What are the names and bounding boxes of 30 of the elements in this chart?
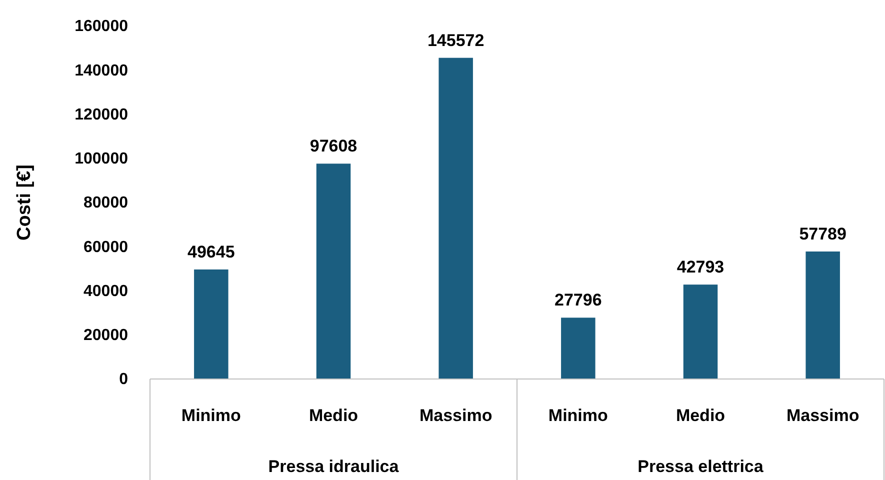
- y-tick-label: 20000: [84, 326, 128, 344]
- y-tick-label: 0: [119, 371, 128, 388]
- x-tick-label: Massimo: [786, 406, 860, 425]
- text: Pressa idraulica: [268, 457, 400, 476]
- x-tick-label: Minimo: [181, 406, 241, 425]
- bar: [806, 252, 840, 379]
- bar: [438, 58, 473, 379]
- y-tick-label: 80000: [84, 194, 128, 212]
- text: Pressa elettrica: [638, 457, 764, 476]
- bar: [316, 164, 351, 379]
- x-tick-label: Massimo: [419, 406, 492, 425]
- data-label: 49645: [188, 242, 235, 262]
- x-tick-label: Medio: [676, 406, 726, 425]
- data-label: 57789: [799, 224, 846, 244]
- data-label: 145572: [427, 30, 484, 50]
- y-tick-label: 120000: [74, 106, 128, 124]
- bar: [194, 269, 228, 379]
- x-tick-label: Minimo: [548, 406, 608, 425]
- bar: [683, 284, 718, 379]
- y-tick-label: 40000: [84, 282, 128, 300]
- y-tick-label: 140000: [74, 62, 128, 80]
- y-axis-title: Costi [€]: [14, 164, 35, 240]
- x-tick-label: Medio: [308, 406, 358, 425]
- data-label: 97608: [310, 136, 358, 156]
- y-tick-label: 160000: [74, 18, 128, 36]
- y-tick-label: 60000: [84, 238, 128, 256]
- data-label: 42793: [676, 258, 724, 277]
- data-label: 27796: [554, 290, 602, 310]
- bar: [561, 318, 596, 379]
- y-tick-label: 100000: [74, 150, 128, 168]
